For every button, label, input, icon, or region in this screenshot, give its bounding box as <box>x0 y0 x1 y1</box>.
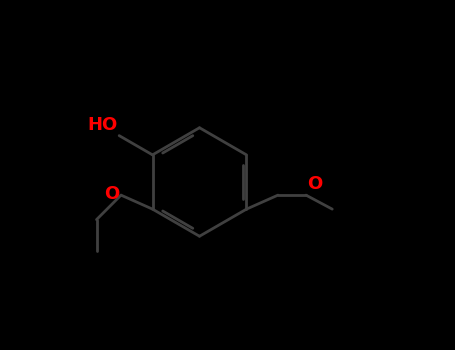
Text: O: O <box>307 175 322 194</box>
Text: O: O <box>104 186 119 203</box>
Text: HO: HO <box>87 116 117 134</box>
